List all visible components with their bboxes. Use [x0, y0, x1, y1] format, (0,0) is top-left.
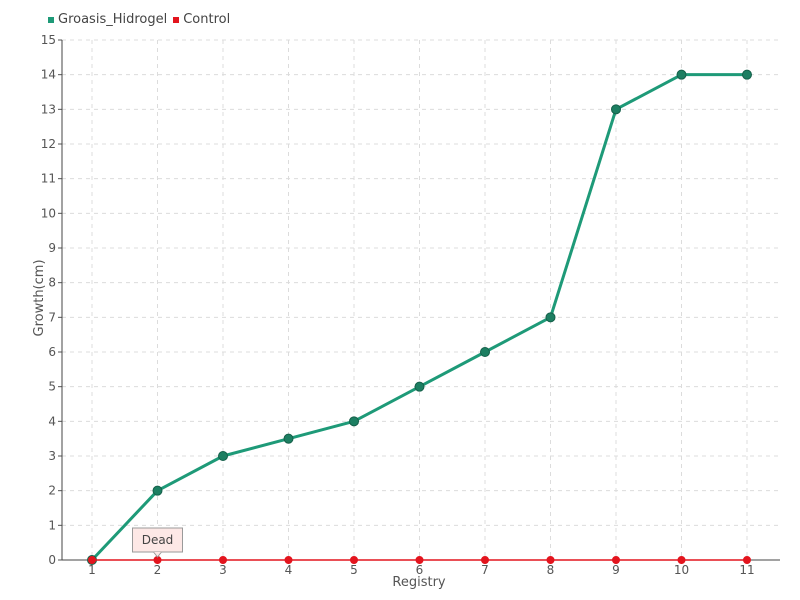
y-tick-label: 9 [48, 241, 56, 255]
x-tick-label: 9 [612, 563, 620, 577]
legend-label-control: Control [183, 12, 231, 27]
annotation-tooltip: Dead [132, 527, 183, 558]
data-point-groasis-hidrogel[interactable] [218, 451, 228, 461]
y-tick-label: 14 [41, 68, 56, 82]
x-tick-label: 10 [674, 563, 689, 577]
y-tick-label: 13 [41, 102, 56, 116]
data-point-groasis-hidrogel[interactable] [349, 416, 359, 427]
data-point-control[interactable] [88, 556, 96, 564]
data-point-groasis-hidrogel[interactable] [545, 312, 556, 323]
data-point-control[interactable] [677, 556, 686, 564]
y-tick-label: 3 [48, 449, 56, 463]
legend-item-control[interactable]: Control [173, 12, 230, 27]
data-point-groasis-hidrogel[interactable] [676, 69, 687, 80]
x-tick-label: 8 [547, 563, 555, 577]
tooltip-pointer [153, 551, 162, 558]
y-tick-label: 7 [48, 310, 56, 324]
legend-swatch-control [173, 16, 180, 23]
data-point-groasis-hidrogel[interactable] [611, 104, 621, 115]
y-tick-label: 15 [41, 33, 56, 47]
data-point-control[interactable] [481, 556, 489, 564]
y-tick-label: 5 [48, 380, 56, 394]
legend-label-groasis: Groasis_Hidrogel [58, 12, 168, 27]
x-tick-label: 7 [481, 563, 489, 577]
data-point-groasis-hidrogel[interactable] [742, 69, 752, 80]
y-tick-label: 12 [41, 137, 56, 151]
data-point-groasis-hidrogel[interactable] [414, 381, 425, 392]
legend: Groasis_Hidrogel Control [48, 12, 236, 27]
x-tick-label: 3 [219, 563, 227, 577]
series [87, 69, 752, 565]
data-point-control[interactable] [219, 556, 227, 564]
data-point-groasis-hidrogel[interactable] [283, 433, 294, 444]
x-tick-label: 5 [350, 563, 358, 577]
x-axis-title: Registry [392, 575, 446, 590]
data-point-control[interactable] [546, 556, 555, 564]
data-point-control[interactable] [284, 556, 293, 564]
legend-swatch-groasis [48, 16, 54, 23]
legend-item-groasis[interactable]: Groasis_Hidrogel [48, 12, 167, 27]
data-point-control[interactable] [743, 556, 751, 564]
data-point-groasis-hidrogel[interactable] [152, 485, 163, 496]
y-tick-label: 8 [48, 276, 56, 290]
y-tick-label: 6 [48, 345, 56, 359]
y-tick-label: 1 [48, 518, 56, 532]
y-tick-label: 0 [48, 553, 56, 567]
data-point-control[interactable] [350, 556, 358, 564]
data-point-groasis-hidrogel[interactable] [480, 347, 490, 357]
y-tick-label: 4 [48, 414, 56, 428]
grid [62, 39, 780, 560]
x-tick-label: 2 [154, 563, 162, 577]
tooltip-label: Dead [142, 533, 174, 547]
tooltip-box [132, 527, 183, 553]
y-axis-title: Growth(cm) [32, 259, 47, 336]
y-tick-label: 11 [41, 172, 56, 186]
data-point-control[interactable] [415, 556, 424, 564]
x-tick-label: 11 [739, 563, 754, 577]
x-tick-label: 6 [416, 563, 424, 577]
x-tick-label: 1 [88, 563, 96, 577]
annotations: Dead [132, 527, 183, 558]
y-tick-label: 10 [41, 206, 56, 220]
data-point-control[interactable] [612, 556, 620, 564]
y-tick-label: 2 [48, 484, 56, 498]
x-tick-label: 4 [285, 563, 293, 577]
